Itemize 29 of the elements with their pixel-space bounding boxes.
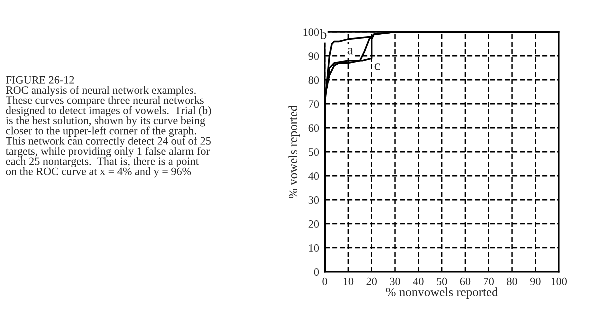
y-tick-label: 40 [308,172,320,180]
y-tick-label: 60 [308,124,320,132]
text: FIGURE 26-12 [6,76,74,84]
y-tick-label: 80 [308,76,320,84]
x-tick-label: 70 [484,278,494,286]
x-tick-label: 0 [322,278,328,286]
annotation: c [374,64,380,70]
x-tick-label: 30 [390,278,400,286]
x-tick-label: 80 [507,278,518,286]
y-tick-label: 100 [304,28,320,36]
x-tick-label: 20 [366,278,377,286]
x-tick-label: 60 [460,278,471,286]
x-tick-label: 90 [530,278,541,286]
x-tick-label: 50 [437,278,448,286]
x-axis-title: % nonvowels reported [386,288,498,299]
y-tick-label: 90 [308,52,320,60]
y-tick-label: 50 [309,148,320,156]
x-tick-label: 100 [552,278,567,286]
text: ROC analysis of neural network examples. These curves compare three neural networks designed to detect images of vowels. Trial (b) is the best solution, shown by its curve being closer to the upper-left corner of the graph. This network can correctly detect 24 out of 25 targets, while providing only 1 false alarm for each 25 nontargets. That is, there is a point on the ROC curve at x = 4% and y = 96% [6,86,212,178]
x-tick-label: 40 [413,278,424,286]
annotation: a [348,48,354,55]
annotation: b [320,30,327,40]
y-tick-label: 20 [308,220,320,228]
y-axis-title: % vowels reported [288,105,300,199]
y-tick-label: 0 [314,268,320,276]
y-tick-label: 10 [309,244,320,252]
x-tick-label: 10 [344,278,354,286]
y-tick-label: 70 [309,100,320,108]
y-tick-label: 30 [308,196,320,204]
